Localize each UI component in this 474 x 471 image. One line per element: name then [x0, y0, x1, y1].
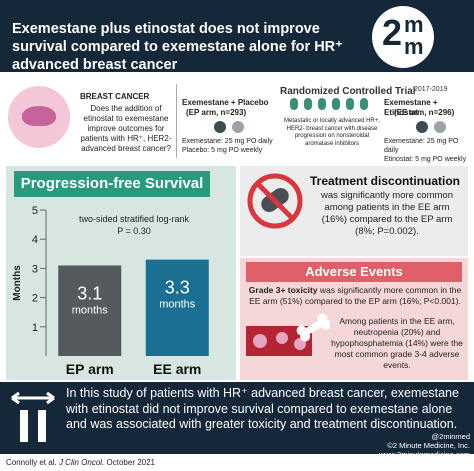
logo: 2 m m — [372, 6, 434, 68]
y-tick-label: 2 — [32, 293, 38, 305]
y-tick-label: 3 — [32, 263, 38, 275]
cell — [253, 334, 267, 348]
discontinuation-text: was significantly more common among pati… — [321, 190, 453, 237]
citation-date: October 2021 — [106, 458, 156, 467]
ban-icon — [247, 173, 303, 229]
pill-icon — [214, 121, 226, 133]
person-icon — [318, 98, 326, 110]
cell — [276, 332, 288, 344]
arm-n: (EP arm, n=293) — [186, 108, 247, 117]
conclusion-panel — [0, 382, 474, 454]
x-tick-label: EP arm — [66, 361, 114, 377]
pill-icon — [232, 121, 244, 133]
common-ae-text: Among patients in the EE arm, neutropeni… — [331, 316, 463, 370]
person-icon — [360, 98, 368, 110]
y-tick-label: 5 — [32, 205, 38, 217]
credits: @2minmed ©2 Minute Medicine, Inc. www.2m… — [354, 432, 470, 459]
person-icon — [332, 98, 340, 110]
bone — [296, 313, 330, 342]
adverse-title: Adverse Events — [246, 262, 462, 282]
pfs-title: Progression-free Survival — [14, 171, 210, 197]
website: www.2minutemedicine.com — [379, 450, 470, 459]
bar — [58, 265, 122, 356]
ban-circle — [247, 173, 303, 229]
background-question: Does the addition of etinostat to exemes… — [80, 104, 172, 153]
ban-slash — [256, 182, 294, 220]
value-label: 3.3 — [165, 278, 190, 298]
bar-icon — [20, 410, 28, 442]
regimen-line: Placebo: 5 mg PO weekly — [182, 147, 263, 154]
people-icons — [290, 98, 380, 110]
trial-title: Randomized Controlled Trial — [280, 86, 416, 97]
citation: Connolly et al. J Clin Oncol. October 20… — [6, 458, 155, 467]
pfs-chart: Months 1 2 3 4 5 two-sided stratified log-rank… — [12, 205, 209, 377]
logo-letter: m — [404, 12, 424, 37]
arm-regimen: Exemestane: 25 mg PO daily Etinostat: 5 … — [384, 137, 474, 164]
person-icon — [346, 98, 354, 110]
arm-n: (EE arm, n=296) — [394, 108, 455, 117]
y-axis-title: Months — [12, 265, 23, 301]
person-icon — [290, 98, 298, 110]
y-tick-label: 4 — [32, 234, 38, 246]
pill-icon — [434, 121, 446, 133]
conclusion-text: In this study of patients with HR⁺ advan… — [66, 386, 459, 431]
p-value: P = 0.30 — [117, 226, 151, 236]
x-tick-label: EE arm — [153, 361, 201, 377]
arrow-heads — [11, 391, 55, 405]
regimen-line: Exemestane: 25 mg PO daily — [384, 138, 459, 154]
regimen-line: Etinostat: 5 mg PO weekly — [384, 156, 467, 163]
value-unit: months — [72, 304, 109, 316]
trial-population: Metastatic or locally advanced HR+, HER2… — [284, 118, 380, 147]
grade3-lead: Grade 3+ toxicity — [248, 285, 318, 295]
blood-icon — [246, 313, 330, 356]
y-tick-label: 1 — [32, 322, 38, 334]
copyright: ©2 Minute Medicine, Inc. — [387, 441, 470, 450]
logo-digit: 2 — [382, 12, 403, 53]
value-label: 3.1 — [77, 283, 102, 303]
discontinuation-panel — [240, 166, 468, 256]
pill-icon — [416, 121, 428, 133]
test-label: two-sided stratified log-rank — [79, 214, 190, 224]
trial-period: 2017-2019 — [414, 86, 448, 93]
handle: @2minmed — [431, 432, 470, 441]
arrows-icon — [11, 391, 55, 442]
arm-name: Exemestane + Placebo — [182, 98, 269, 107]
arm-regimen: Exemestane: 25 mg PO daily Placebo: 5 mg… — [182, 137, 273, 155]
value-unit: months — [159, 299, 196, 311]
person-icon — [304, 98, 312, 110]
background-title: BREAST CANCER — [80, 92, 150, 101]
grade3-body: was significantly more common in the EE … — [249, 285, 462, 306]
regimen-line: Exemestane: 25 mg PO daily — [182, 138, 273, 145]
bar-icon — [38, 410, 46, 442]
hand-icon — [22, 106, 56, 126]
logo-letter: m — [404, 34, 424, 59]
arm-name: Exemestane + Etinostat — [384, 98, 438, 117]
discontinuation-title: Treatment discontinuation — [310, 174, 461, 188]
citation-authors: Connolly et al. — [6, 458, 57, 467]
citation-journal: J Clin Oncol. — [58, 458, 105, 467]
divider — [176, 84, 177, 158]
header-title: Exemestane plus etinostat does not impro… — [12, 21, 343, 73]
breast-icon — [8, 86, 70, 148]
grade3-text: Grade 3+ toxicity was significantly more… — [248, 285, 462, 307]
bar — [145, 259, 209, 356]
